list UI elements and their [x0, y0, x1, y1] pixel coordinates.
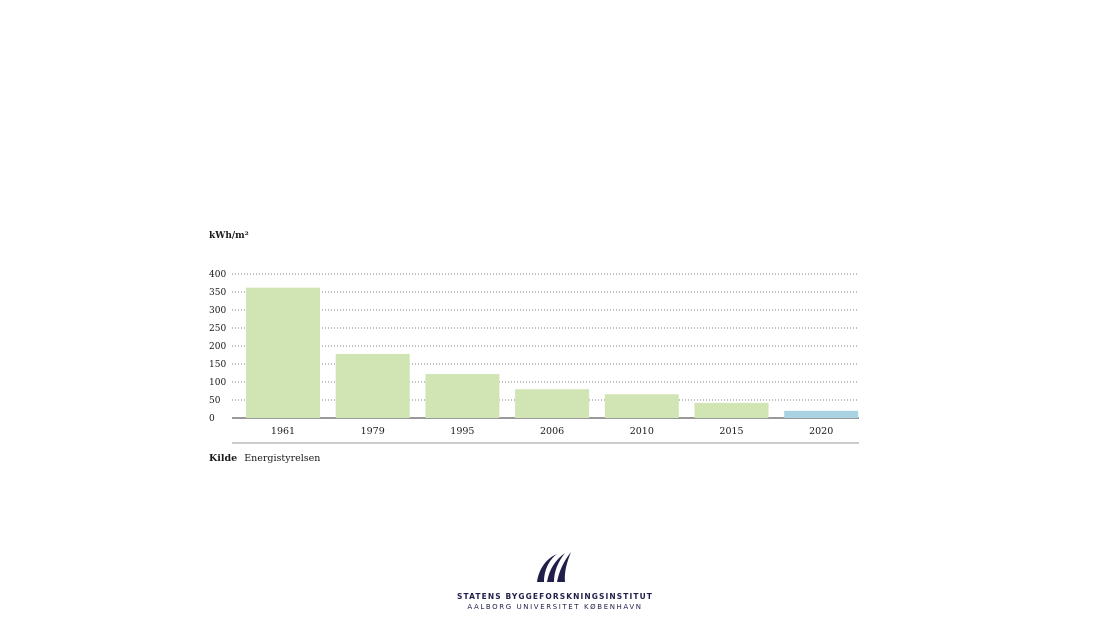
y-tick-label: 100	[209, 378, 226, 388]
bar-1979	[335, 353, 410, 418]
x-tick-label: 2006	[540, 426, 564, 437]
y-tick-label: 300	[209, 306, 226, 316]
bar-2010	[604, 394, 679, 418]
source-label: Kilde	[209, 453, 238, 464]
y-tick-label: 200	[209, 342, 226, 352]
bar-2006	[515, 389, 590, 418]
x-tick-label: 1995	[450, 426, 474, 437]
y-tick-label: 150	[209, 360, 226, 370]
y-axis-unit-label: kWh/m²	[209, 231, 249, 241]
source-note: Kilde Energistyrelsen	[209, 453, 320, 464]
y-tick-label: 0	[209, 414, 215, 424]
source-text: Energistyrelsen	[244, 453, 321, 464]
bars	[246, 287, 859, 418]
logo-text-institute: STATENS BYGGEFORSKNINGSINSTITUT	[456, 592, 654, 601]
x-tick-label: 1961	[271, 426, 295, 437]
bar-1995	[425, 374, 500, 418]
bar-1961	[246, 287, 320, 418]
bar-2015	[694, 402, 769, 418]
logo-text-university: AALBORG UNIVERSITET KØBENHAVN	[467, 603, 643, 611]
sbi-logo-mark-icon	[537, 552, 571, 582]
x-tick-label: 1979	[361, 426, 385, 437]
y-tick-label: 400	[209, 270, 226, 280]
y-tick-label: 350	[209, 288, 226, 298]
y-tick-label: 250	[209, 324, 226, 334]
y-tick-label: 50	[209, 396, 221, 406]
sbi-logo: STATENS BYGGEFORSKNINGSINSTITUT AALBORG …	[455, 548, 655, 611]
x-tick-label: 2010	[630, 426, 654, 437]
y-tick-labels: 0 50 100 150 200 250 300 350 400	[209, 270, 226, 424]
bar-2020	[784, 410, 859, 418]
x-tick-label: 2020	[809, 426, 833, 437]
x-tick-label: 2015	[719, 426, 743, 437]
x-tick-labels: 1961 1979 1995 2006 2010 2015 2020	[271, 426, 833, 437]
